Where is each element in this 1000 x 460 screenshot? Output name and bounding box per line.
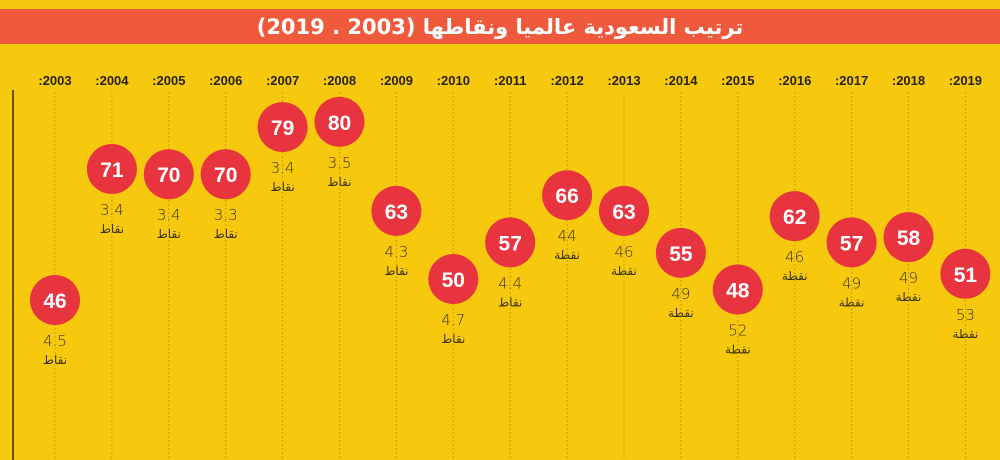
year-label: :2006 (209, 73, 242, 88)
rank-marker (655, 227, 706, 278)
points-unit-label: نقطة (611, 264, 637, 278)
points-label: 4.7 (441, 311, 465, 329)
points-label: 3.3 (214, 206, 238, 224)
year-label: :2011 (494, 73, 527, 88)
rank-marker (485, 217, 536, 268)
rank-label: 57 (499, 232, 522, 255)
rank-marker (86, 144, 137, 194)
points-label: 3.4 (271, 159, 295, 177)
rank-label: 71 (100, 159, 124, 182)
rank-label: 79 (271, 117, 294, 140)
year-label: :2018 (892, 73, 925, 88)
rank-label: 70 (157, 164, 180, 187)
points-unit-label: نقاط (271, 180, 295, 194)
rank-label: 46 (43, 290, 66, 313)
year-label: :2008 (323, 73, 356, 88)
points-unit-label: نقاط (100, 222, 124, 236)
rank-marker (371, 185, 422, 236)
points-unit-label: نقاط (43, 353, 67, 367)
rank-marker (769, 191, 820, 242)
points-unit-label: نقاط (157, 227, 181, 241)
rank-label: 66 (555, 185, 578, 208)
year-label: :2003 (38, 73, 71, 88)
year-label: :2017 (835, 73, 868, 88)
points-unit-label: نقاط (384, 264, 408, 278)
rank-marker (542, 170, 593, 221)
points-label: 3.4 (157, 206, 181, 224)
points-label: 53 (956, 306, 975, 324)
points-unit-label: نقطة (668, 306, 694, 320)
year-label: :2010 (437, 73, 470, 88)
rank-label: 58 (897, 227, 921, 250)
points-unit-label: نقطة (953, 327, 979, 341)
points-label: 46 (614, 243, 633, 261)
rank-label: 57 (840, 232, 863, 255)
rank-marker (599, 185, 649, 236)
year-label: :2015 (721, 73, 754, 88)
rank-label: 70 (214, 164, 237, 187)
rank-label: 80 (328, 112, 351, 135)
rank-label: 63 (612, 201, 635, 224)
points-unit-label: نقطة (554, 248, 580, 262)
points-unit-label: نقطة (896, 290, 922, 304)
points-label: 3.4 (100, 201, 124, 219)
rank-label: 55 (669, 243, 693, 266)
rank-marker (200, 149, 251, 200)
rank-marker (712, 264, 763, 315)
rank-marker (826, 217, 877, 268)
points-unit-label: نقطة (782, 269, 808, 283)
points-label: 4.4 (498, 274, 522, 292)
points-unit-label: نقاط (441, 332, 465, 346)
points-label: 44 (558, 227, 577, 245)
rank-marker (257, 102, 308, 153)
year-label: :2019 (949, 73, 982, 88)
rank-label: 62 (783, 206, 806, 229)
year-label: :2013 (607, 73, 640, 88)
points-unit-label: نقطة (839, 295, 865, 309)
rank-marker (314, 96, 365, 147)
year-label: :2016 (778, 73, 811, 88)
rank-label: 51 (954, 264, 978, 287)
points-label: 4.5 (43, 332, 67, 350)
points-unit-label: نقاط (214, 227, 238, 241)
rank-label: 50 (442, 269, 465, 292)
rank-marker (143, 149, 194, 200)
points-label: 52 (728, 322, 747, 340)
year-label: :2005 (152, 73, 185, 88)
points-unit-label: نقطة (725, 343, 751, 357)
rank-marker (30, 275, 80, 325)
rank-marker (940, 248, 991, 299)
year-label: :2014 (664, 73, 698, 88)
points-label: 3.5 (328, 154, 352, 172)
rank-marker (428, 254, 479, 305)
points-label: 46 (785, 248, 804, 266)
title-bar: ترتيب السعودية عالميا ونقاطها (2003 . 20… (0, 9, 1000, 44)
year-label: :2004 (95, 73, 129, 88)
points-unit-label: نقاط (498, 295, 522, 309)
year-label: :2007 (266, 73, 299, 88)
year-label: :2009 (380, 73, 413, 88)
points-label: 49 (899, 269, 918, 287)
rank-label: 48 (726, 280, 750, 303)
points-unit-label: نقاط (327, 175, 351, 189)
points-label: 4.3 (384, 243, 408, 261)
points-label: 49 (671, 285, 690, 303)
year-label: :2012 (550, 73, 583, 88)
points-label: 49 (842, 274, 861, 292)
chart-title: ترتيب السعودية عالميا ونقاطها (2003 . 20… (256, 14, 744, 39)
rank-label: 63 (385, 201, 408, 224)
rank-marker (883, 212, 934, 263)
